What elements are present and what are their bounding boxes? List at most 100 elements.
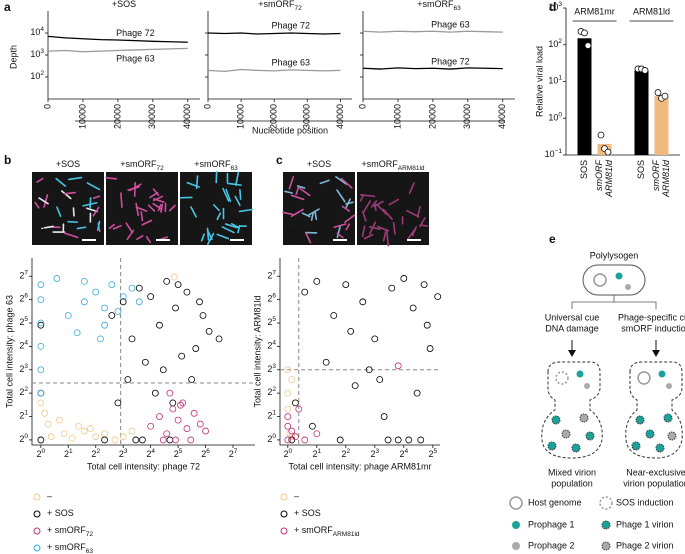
- y-tick-label-part: 2: [19, 317, 24, 327]
- x-tick-label: 24: [399, 448, 408, 459]
- cell-point: [359, 298, 367, 306]
- legend-marker: [33, 544, 41, 552]
- x-tick-label-part: 5: [434, 448, 438, 455]
- cell: [344, 214, 355, 223]
- chart-title-part: 72: [295, 5, 303, 12]
- cell-point: [365, 366, 373, 374]
- x-tick-label-part: 1: [69, 448, 73, 455]
- cell-point: [47, 433, 55, 441]
- cell: [382, 229, 388, 242]
- cell-point: [119, 293, 127, 301]
- cell-point: [183, 288, 191, 296]
- cell-point: [108, 312, 116, 319]
- cell: [345, 201, 354, 205]
- cell: [239, 188, 242, 200]
- legend-label-part: + SOS: [47, 508, 74, 518]
- cell: [314, 211, 318, 221]
- cell-point: [37, 389, 45, 397]
- result: Mixed virion: [548, 467, 596, 477]
- cell: [336, 232, 344, 239]
- cell: [419, 217, 426, 228]
- x-tick-label-part: 2: [64, 449, 69, 459]
- prophage-2: [625, 284, 631, 290]
- y-tick-label: 23: [19, 363, 28, 374]
- cell: [361, 210, 367, 222]
- cell: [216, 233, 230, 240]
- result: virion population: [623, 478, 685, 488]
- host-genome: [593, 273, 607, 287]
- replicate: [661, 92, 669, 100]
- x-tick-label: 22: [91, 448, 100, 459]
- cell-point: [179, 399, 187, 407]
- image-label: 63: [35, 225, 45, 235]
- cell: [145, 235, 152, 244]
- cell-point: [141, 358, 149, 366]
- x-tick-label-part: 2: [399, 449, 404, 459]
- x-tick-label: 10000: [392, 104, 402, 129]
- y-tick-label-part: 4: [40, 26, 44, 33]
- cell-point: [417, 436, 425, 444]
- cell: [234, 195, 241, 207]
- x-tick-label-part: 4: [151, 448, 155, 455]
- y-tick-label: 10−1: [545, 148, 563, 159]
- axis: [279, 258, 440, 446]
- legend-icon: [601, 541, 611, 551]
- cell-point: [199, 312, 207, 319]
- legend-label: Phage 1 virion: [616, 519, 674, 529]
- cell: [224, 223, 238, 229]
- legend-marker: [33, 527, 41, 535]
- y-tick-label-part: 2: [272, 386, 276, 393]
- bar-label: ARM81ld: [661, 159, 671, 198]
- cell: [147, 204, 156, 212]
- cell-point: [128, 284, 136, 292]
- bursting-cell: [541, 361, 603, 459]
- cell: [382, 208, 393, 221]
- x-tick-label: 20: [283, 448, 292, 459]
- cell: [336, 225, 341, 239]
- chart-title: +SOS: [112, 0, 136, 9]
- y-tick-label-part: 10: [548, 39, 558, 49]
- replicate: [604, 148, 612, 156]
- cell: [388, 198, 400, 206]
- phage-1-virion: [585, 431, 595, 441]
- axis-label: Total cell intensity: phage ARM81mr: [288, 461, 431, 471]
- cell-point: [301, 288, 309, 296]
- panel-label: e: [549, 232, 556, 246]
- x-tick-label: 25: [174, 448, 183, 459]
- cell: [141, 219, 153, 226]
- legend-marker: [33, 510, 41, 518]
- cell: [406, 209, 420, 218]
- cell-point: [420, 281, 428, 288]
- y-tick-label-part: 1: [24, 410, 28, 417]
- axis-label: Total cell intensity: phage 63: [4, 295, 14, 408]
- cell-point: [166, 436, 174, 444]
- cell-point: [313, 277, 321, 285]
- cell: [140, 211, 144, 222]
- legend-label-part: + smORF: [294, 525, 333, 535]
- cell-point: [92, 433, 100, 441]
- replicate: [584, 42, 592, 49]
- cell-point: [159, 436, 167, 444]
- y-tick-label-part: 5: [24, 316, 28, 323]
- cell: [55, 177, 67, 187]
- cell: [296, 185, 306, 189]
- cell: [221, 226, 235, 234]
- cell-point: [101, 304, 108, 312]
- cell-point: [196, 420, 204, 428]
- cell-point: [37, 296, 45, 304]
- y-tick-label-part: 2: [558, 38, 562, 45]
- cell-point: [135, 284, 143, 292]
- cell-point: [384, 436, 392, 444]
- cell-point: [205, 327, 213, 335]
- x-tick-label: 10000: [235, 104, 245, 129]
- cell-point: [87, 425, 94, 432]
- y-tick-label-part: 2: [19, 434, 24, 444]
- legend-icon: [512, 542, 520, 550]
- cell: [40, 225, 54, 230]
- bar-label: SOS: [579, 160, 589, 179]
- cell: [152, 202, 163, 211]
- y-tick-label-part: 10: [548, 2, 558, 12]
- cell-point: [284, 436, 292, 444]
- y-tick-label: 21: [19, 410, 28, 421]
